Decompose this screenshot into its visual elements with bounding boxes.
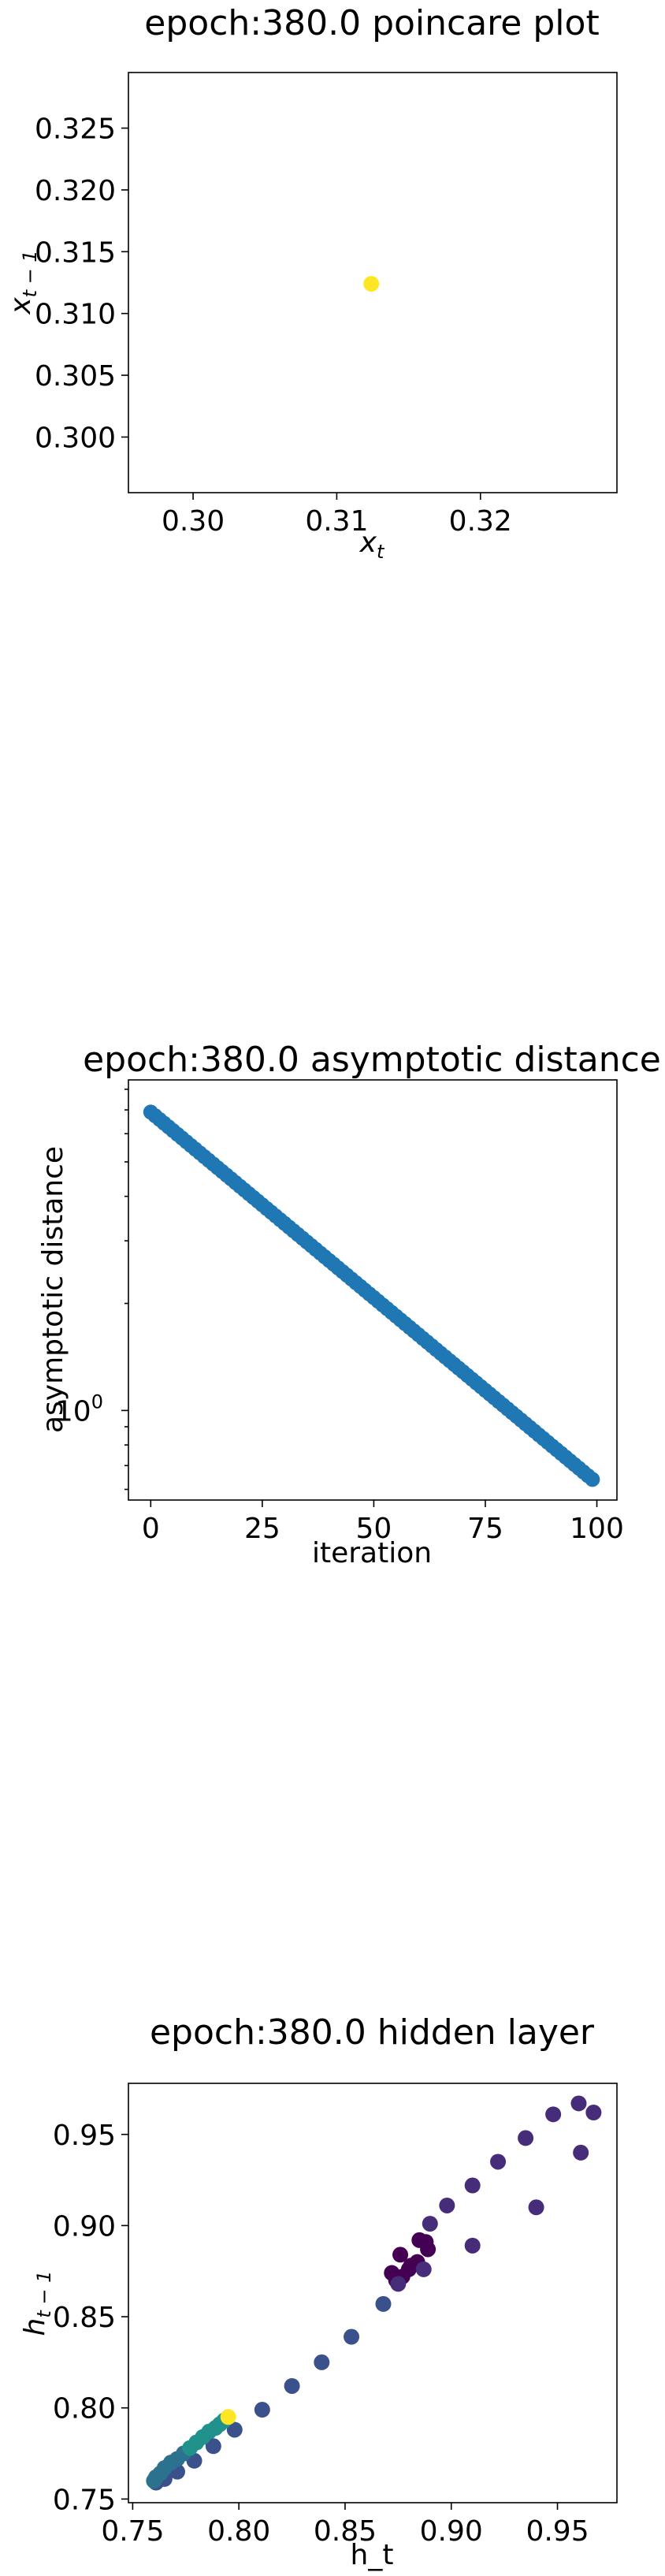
y-axis-label: xt − 1: [5, 250, 41, 315]
y-tick-label: 0.305: [35, 360, 116, 393]
data-points: [143, 1104, 600, 1487]
scatter-point: [363, 276, 380, 292]
x-tick-label: 100: [570, 1513, 624, 1545]
y-tick-label: 0.85: [53, 2302, 116, 2334]
scatter-point: [284, 2377, 300, 2394]
x-tick-label: 0.80: [207, 2515, 270, 2548]
scatter-point: [415, 2261, 432, 2277]
scatter-point: [545, 2106, 562, 2123]
scatter-point: [464, 2177, 481, 2194]
scatter-point: [390, 2276, 407, 2292]
scatter-point: [439, 2197, 455, 2213]
chart-title: epoch:380.0 poincare plot: [144, 3, 599, 43]
y-axis-label: asymptotic distance: [37, 1146, 69, 1433]
x-axis-label: h_t: [351, 2539, 394, 2571]
x-tick-label: 0: [142, 1513, 160, 1545]
scatter-point: [490, 2153, 507, 2170]
asymptotic-distance-plot: epoch:380.0 asymptotic distance 0 25 50 75 1…: [37, 1040, 661, 1569]
x-tick-label: 50: [356, 1513, 392, 1545]
scatter-point: [392, 2247, 409, 2263]
y-axis-label: ht − 1: [19, 2271, 55, 2336]
scatter-point: [205, 2438, 221, 2455]
x-tick-label: 0.85: [314, 2515, 377, 2548]
y-tick-label: 0.75: [53, 2484, 116, 2516]
scatter-point: [420, 2241, 437, 2258]
scatter-point: [464, 2237, 481, 2254]
scatter-point: [528, 2199, 544, 2216]
scatter-point: [220, 2409, 236, 2425]
y-ticks: 0.75 0.80 0.85 0.90 0.95: [53, 2120, 128, 2516]
x-tick-label: 0.31: [305, 505, 368, 538]
y-minor-ticks: [124, 1089, 128, 1491]
scatter-point: [254, 2402, 270, 2418]
y-tick-label: 0.315: [35, 236, 116, 269]
y-tick-label: 0.320: [35, 175, 116, 207]
x-tick-label: 0.30: [162, 505, 225, 538]
scatter-point: [375, 2295, 392, 2312]
x-tick-label: 0.95: [526, 2515, 589, 2548]
x-axis-label: iteration: [312, 1537, 432, 1569]
scatter-point: [226, 2422, 243, 2438]
scatter-point: [585, 2105, 602, 2121]
x-axis-label: xt: [359, 527, 385, 563]
x-ticks: 0.30 0.31 0.32: [162, 493, 512, 538]
scatter-point: [344, 2328, 360, 2345]
x-ticks: 0.75 0.80 0.85 0.90 0.95: [101, 2503, 589, 2548]
scatter-point: [314, 2354, 330, 2370]
data-points: [146, 2095, 602, 2491]
y-tick-label: 0.325: [35, 114, 116, 146]
poincare-plot: epoch:380.0 poincare plot 0.30 0.31 0.32 0…: [5, 3, 618, 563]
scatter-point: [570, 2095, 587, 2112]
chart-title: epoch:380.0 hidden layer: [150, 2012, 595, 2053]
x-tick-label: 25: [244, 1513, 280, 1545]
hidden-layer-plot: epoch:380.0 hidden layer 0.75 0.80 0.85 0.9…: [19, 2012, 618, 2571]
x-tick-label: 0.32: [449, 505, 512, 538]
x-tick-label: 0.90: [420, 2515, 483, 2548]
x-tick-label: 0.75: [101, 2515, 164, 2548]
data-points: [363, 276, 380, 292]
y-tick-label: 0.300: [35, 422, 116, 454]
plot-frame: [128, 1079, 618, 1501]
chart-title: epoch:380.0 asymptotic distance: [83, 1040, 661, 1080]
y-ticks: 0.300 0.305 0.310 0.315 0.320 0.325: [35, 114, 128, 454]
scatter-point: [422, 2216, 438, 2232]
plot-frame: [128, 2083, 618, 2503]
x-ticks: 0 25 50 75 100: [142, 1500, 624, 1545]
y-tick-label: 0.310: [35, 299, 116, 331]
y-tick-label: 0.90: [53, 2210, 116, 2243]
scatter-point: [400, 2261, 417, 2277]
scatter-point: [573, 2144, 589, 2161]
x-tick-label: 75: [467, 1513, 503, 1545]
scatter-point: [585, 1472, 600, 1487]
y-tick-label: 100: [55, 1390, 103, 1428]
scatter-point: [518, 2130, 534, 2146]
y-ticks: 100: [55, 1390, 128, 1428]
plot-frame: [128, 72, 618, 493]
y-tick-label: 0.95: [53, 2120, 116, 2152]
y-tick-label: 0.80: [53, 2393, 116, 2425]
